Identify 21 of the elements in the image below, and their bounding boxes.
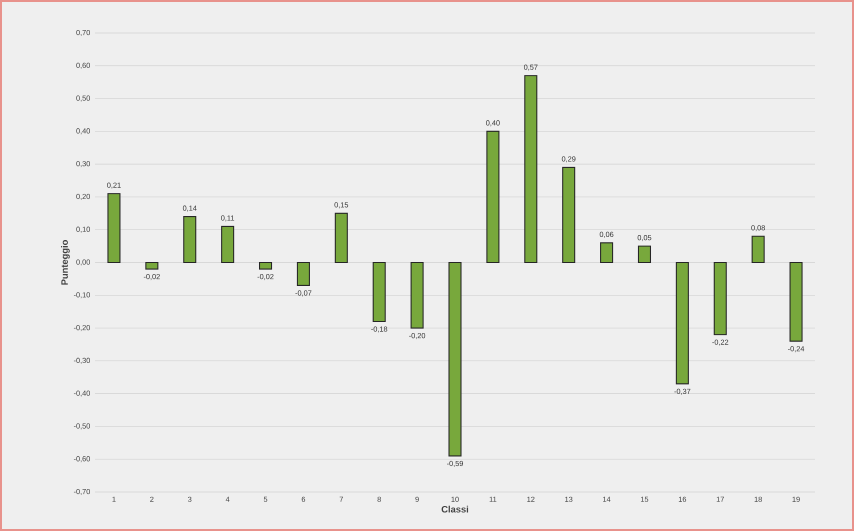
x-axis-title: Classi [442, 506, 468, 513]
bar [258, 262, 272, 270]
bar [790, 262, 803, 342]
bar [183, 216, 196, 264]
bar [676, 262, 689, 384]
y-axis-title: Punteggio [61, 240, 70, 285]
bar [107, 193, 120, 264]
bar [638, 246, 652, 264]
bar [562, 166, 576, 264]
bar [410, 262, 424, 329]
bar [714, 262, 727, 336]
bar [486, 130, 500, 264]
bar [296, 262, 310, 286]
bar [752, 236, 765, 264]
bar [600, 242, 614, 264]
bar [221, 226, 234, 264]
bar [372, 262, 386, 322]
bar [145, 262, 158, 270]
bar [334, 212, 348, 264]
bar [524, 75, 538, 264]
bar [448, 262, 462, 456]
